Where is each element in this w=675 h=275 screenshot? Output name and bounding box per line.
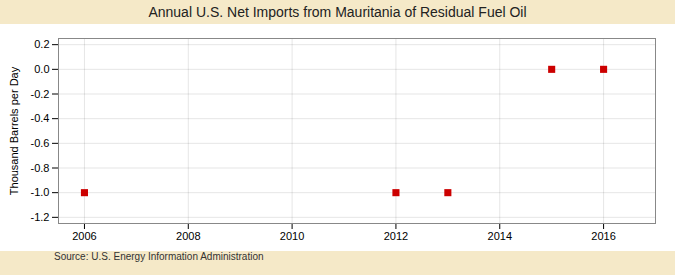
svg-text:-0.2: -0.2: [31, 88, 50, 100]
svg-text:2010: 2010: [280, 230, 304, 242]
svg-text:2014: 2014: [488, 230, 512, 242]
svg-text:0.0: 0.0: [34, 63, 49, 75]
svg-text:Thousand Barrels per Day: Thousand Barrels per Day: [8, 66, 20, 195]
svg-text:2012: 2012: [384, 230, 408, 242]
svg-text:-0.8: -0.8: [31, 162, 50, 174]
html-text:Annual U.S. Net Imports from M: Annual U.S. Net Imports from Mauritania …: [148, 4, 527, 20]
svg-text:-0.4: -0.4: [31, 112, 50, 124]
svg-text:-0.6: -0.6: [31, 137, 50, 149]
svg-text:2008: 2008: [176, 230, 200, 242]
svg-text:-1.0: -1.0: [31, 186, 50, 198]
svg-text:2016: 2016: [591, 230, 615, 242]
svg-text:0.2: 0.2: [34, 38, 49, 50]
svg-text:2006: 2006: [72, 230, 96, 242]
html-text:Source: U.S. Energy Informatio: Source: U.S. Energy Information Administ…: [54, 251, 264, 262]
svg-text:-1.2: -1.2: [31, 211, 50, 223]
